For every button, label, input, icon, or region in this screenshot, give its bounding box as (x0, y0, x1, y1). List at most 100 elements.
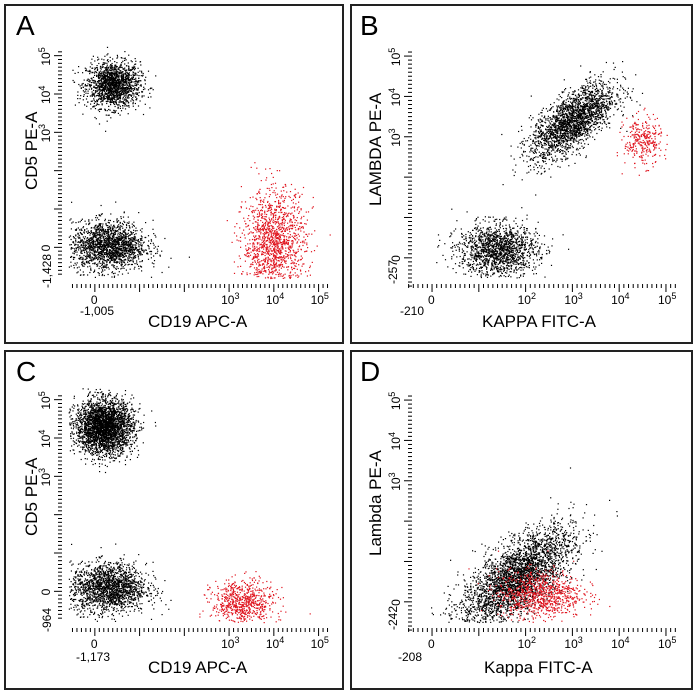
data-point (283, 256, 285, 258)
data-point (94, 269, 96, 271)
data-point (104, 109, 106, 112)
data-point (104, 78, 106, 80)
data-point (109, 86, 111, 88)
data-point (106, 96, 108, 98)
data-point (106, 259, 108, 261)
data-point (89, 265, 91, 267)
data-point (258, 235, 260, 237)
data-point (278, 253, 281, 255)
data-point (140, 80, 142, 82)
data-point (296, 268, 298, 270)
data-point (105, 241, 107, 243)
data-point (109, 60, 111, 62)
data-point (101, 95, 103, 97)
data-point (299, 228, 301, 230)
data-point (142, 72, 144, 75)
data-point (292, 198, 294, 200)
data-point (111, 80, 113, 82)
data-point (124, 98, 126, 100)
data-point (261, 204, 263, 206)
data-point (70, 244, 72, 246)
data-point (132, 240, 134, 242)
data-point (149, 107, 151, 109)
data-point (125, 100, 127, 102)
data-point (151, 87, 153, 89)
data-point (121, 254, 123, 256)
data-point (113, 101, 115, 103)
data-point (131, 76, 133, 78)
data-point (287, 266, 289, 268)
data-point (73, 264, 75, 266)
data-point (95, 84, 97, 86)
data-point (103, 77, 106, 79)
data-point (286, 227, 288, 229)
data-point (244, 237, 246, 239)
data-point (69, 244, 71, 246)
data-point (282, 215, 285, 218)
data-point (110, 234, 112, 236)
data-point (108, 86, 110, 88)
data-point (90, 227, 92, 229)
data-point (281, 260, 283, 262)
data-point (106, 89, 108, 91)
data-point (92, 235, 94, 237)
data-point (130, 246, 132, 248)
data-point (282, 213, 284, 215)
data-point (288, 236, 290, 238)
data-point (257, 216, 259, 218)
data-point (86, 243, 88, 245)
data-point (268, 196, 270, 198)
data-point (72, 241, 75, 243)
data-point (128, 73, 130, 75)
data-point (72, 256, 75, 258)
data-point (81, 218, 83, 220)
data-point (129, 244, 131, 246)
data-point (119, 228, 121, 230)
data-point (94, 247, 96, 249)
data-point (114, 61, 116, 63)
data-point (132, 102, 134, 104)
data-point (268, 225, 270, 227)
data-point (499, 224, 501, 226)
data-point (111, 251, 113, 253)
data-point (275, 234, 277, 236)
data-point (125, 248, 127, 251)
data-point (105, 96, 107, 98)
data-point (121, 83, 123, 85)
data-point (135, 92, 137, 94)
data-point (92, 242, 94, 244)
data-point (264, 259, 266, 261)
data-point (124, 238, 126, 240)
data-point (268, 269, 270, 271)
data-point (132, 224, 135, 226)
data-point (131, 243, 133, 245)
data-point (153, 266, 155, 268)
data-point (107, 266, 109, 268)
data-point (112, 265, 114, 267)
data-point (132, 99, 134, 101)
data-point (115, 89, 117, 91)
data-point (85, 244, 87, 247)
data-point (103, 265, 105, 267)
population-a-black-1 (68, 201, 190, 278)
data-point (264, 197, 266, 199)
data-point (112, 85, 114, 87)
data-point (252, 210, 254, 212)
data-point (108, 231, 110, 233)
data-point (250, 205, 252, 207)
data-point (94, 225, 96, 227)
data-point (105, 84, 107, 86)
data-point (261, 247, 263, 249)
data-point (126, 77, 128, 79)
data-point (109, 257, 111, 259)
data-point (116, 87, 118, 89)
data-point (91, 247, 93, 249)
data-point (98, 262, 100, 264)
data-point (88, 262, 91, 264)
data-point (116, 80, 118, 82)
data-point (82, 271, 84, 273)
data-point (101, 241, 103, 243)
data-point (265, 230, 267, 232)
data-point (125, 96, 127, 98)
data-point (288, 248, 290, 250)
